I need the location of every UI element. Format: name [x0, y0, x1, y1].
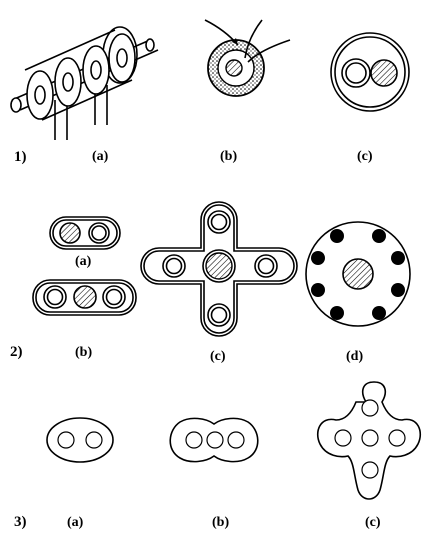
row-3-label: 3) — [14, 514, 27, 530]
two-conductor-sheath-icon — [49, 216, 121, 250]
row-2-sub-c: (c) — [210, 349, 226, 364]
row-1-sub-b: (b) — [220, 149, 237, 164]
row-3-sub-b: (b) — [212, 515, 229, 530]
row-3-sub-c: (c) — [365, 515, 381, 530]
three-conductor-flat-sheath-icon — [32, 279, 137, 316]
cross-shaped-sheath-icon — [140, 201, 298, 337]
ring-of-conductors-icon — [305, 221, 411, 327]
row-3-sub-a: (a) — [67, 515, 84, 530]
row-1-sub-c: (c) — [357, 149, 373, 164]
row-2-sub-d: (d) — [346, 349, 363, 364]
row-1-label: 1) — [14, 149, 27, 165]
row-1-sub-a: (a) — [92, 149, 109, 164]
two-conductor-cable-icon — [330, 32, 410, 112]
row-2-sub-a: (a) — [75, 254, 92, 269]
coaxial-cross-section-icon — [204, 19, 291, 97]
four-lobe-five-hole-icon — [316, 381, 422, 500]
row-2-sub-b: (b) — [75, 345, 92, 360]
oval-two-hole-icon — [46, 417, 114, 463]
row-2-label: 2) — [10, 344, 23, 360]
three-lobe-three-hole-icon — [169, 417, 259, 463]
solenoid-coil-icon — [10, 26, 159, 140]
